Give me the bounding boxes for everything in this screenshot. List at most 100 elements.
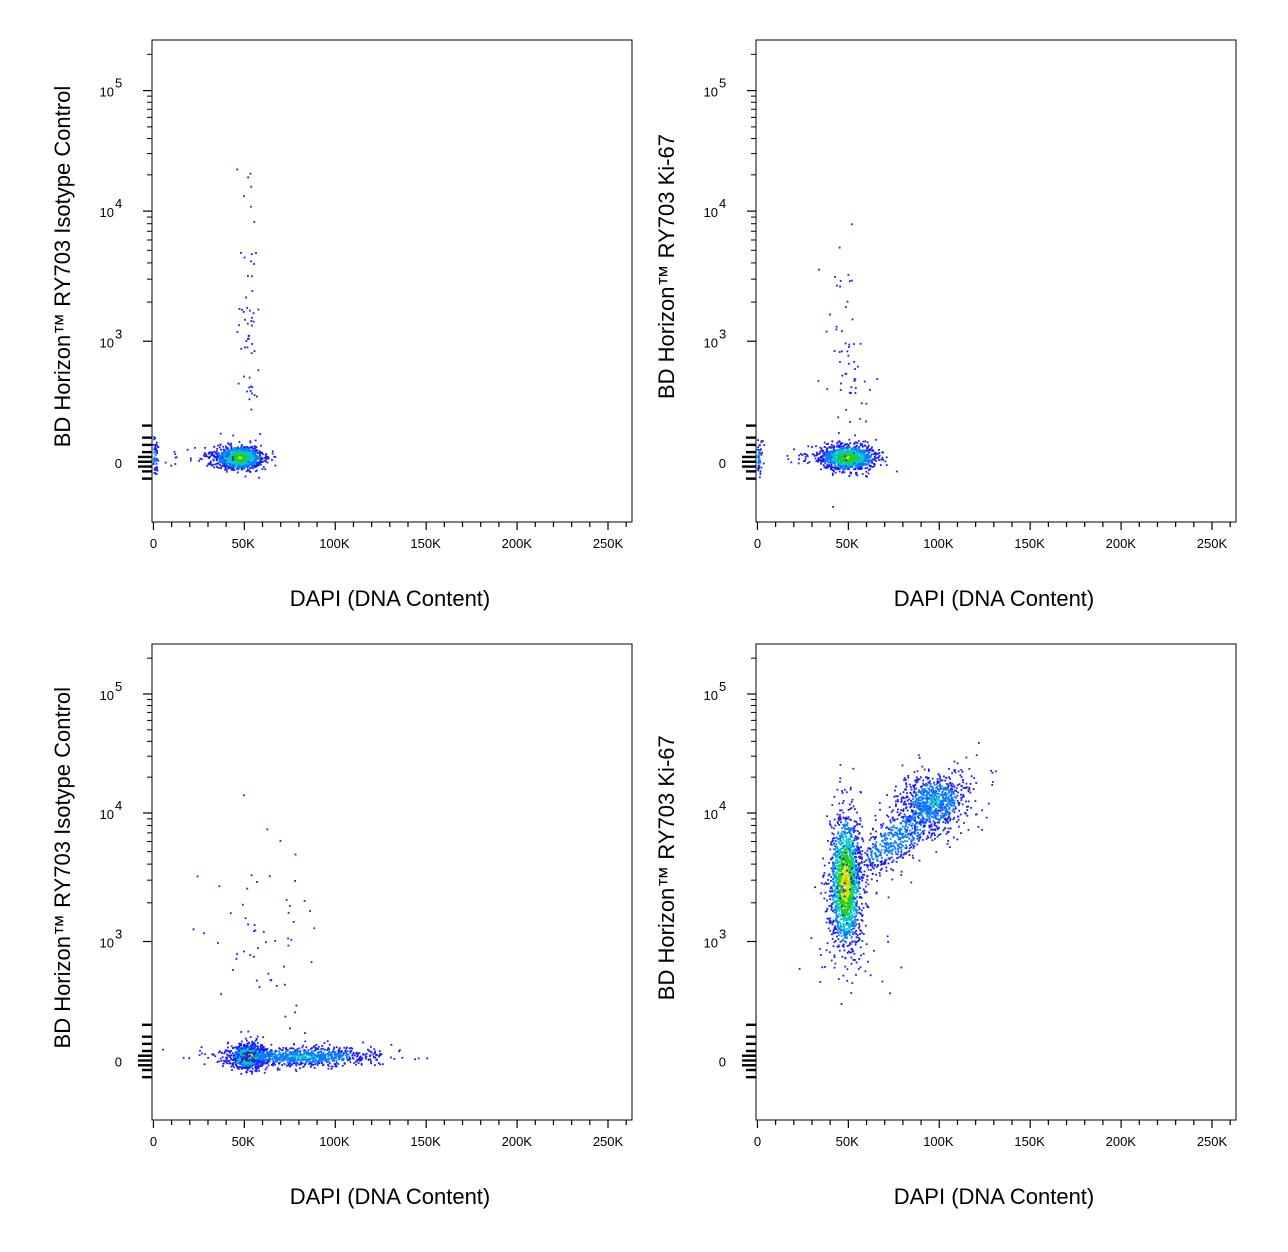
data-point — [254, 1039, 257, 1042]
data-point — [240, 1043, 242, 1045]
data-point — [250, 1054, 253, 1056]
data-point — [844, 452, 847, 455]
data-point — [240, 1044, 242, 1047]
data-point — [238, 324, 240, 327]
data-point — [256, 1063, 259, 1065]
data-point — [840, 461, 843, 464]
data-point — [847, 446, 850, 449]
data-point — [243, 448, 246, 450]
data-point — [237, 446, 239, 449]
data-point — [267, 972, 270, 975]
data-point — [283, 965, 285, 968]
data-point — [833, 350, 836, 352]
data-point — [867, 455, 870, 458]
data-point — [831, 454, 833, 456]
data-point — [868, 455, 871, 457]
data-point — [240, 1050, 242, 1052]
data-point — [327, 1061, 329, 1063]
data-point — [253, 263, 255, 265]
data-point — [243, 256, 246, 259]
data-point — [246, 346, 249, 349]
data-point — [248, 1059, 251, 1062]
data-point — [316, 1060, 318, 1063]
data-point — [241, 448, 243, 451]
data-point — [846, 350, 849, 353]
data-point — [856, 460, 858, 463]
data-point — [340, 1055, 343, 1058]
data-point — [757, 462, 760, 465]
data-point — [334, 1051, 337, 1053]
data-point — [759, 470, 762, 473]
data-point — [213, 450, 216, 453]
data-point — [358, 1058, 361, 1061]
data-point — [235, 958, 238, 960]
data-point — [261, 1053, 264, 1056]
data-point — [839, 447, 842, 450]
data-point — [860, 402, 863, 405]
data-point — [824, 458, 827, 461]
data-point — [358, 1059, 361, 1062]
data-point — [235, 1056, 237, 1058]
data-point — [866, 441, 869, 444]
data-point — [242, 794, 245, 797]
data-point — [258, 1051, 261, 1054]
y-axis-title: BD Horizon™ RY703 Ki-67 — [654, 134, 679, 399]
data-point — [853, 343, 855, 345]
data-point — [245, 1059, 247, 1062]
data-point — [263, 1049, 266, 1052]
data-point — [864, 455, 867, 458]
data-point — [350, 1050, 353, 1052]
data-point — [259, 1047, 262, 1050]
data-point — [852, 450, 854, 453]
data-point — [230, 466, 232, 468]
data-point — [866, 475, 868, 478]
data-point — [846, 457, 848, 460]
data-point — [249, 446, 252, 449]
data-point — [257, 947, 259, 950]
data-point — [867, 444, 870, 447]
data-point — [868, 464, 871, 467]
data-point — [343, 1046, 346, 1049]
data-point — [240, 445, 243, 448]
data-point — [246, 322, 249, 325]
data-point — [229, 912, 232, 915]
data-point — [272, 1053, 275, 1056]
data-point — [830, 456, 833, 459]
data-point — [156, 441, 158, 444]
data-point — [339, 1052, 342, 1055]
data-point — [255, 979, 258, 982]
data-point — [378, 1055, 380, 1058]
data-point — [278, 1068, 281, 1071]
data-point — [873, 453, 875, 456]
data-point — [299, 1063, 302, 1066]
data-point — [370, 1051, 373, 1054]
data-point — [245, 1054, 247, 1056]
data-point — [874, 455, 876, 458]
data-point — [843, 867, 846, 870]
data-point — [254, 466, 257, 468]
data-point — [834, 462, 837, 465]
data-point — [234, 1046, 236, 1049]
data-point — [841, 944, 844, 947]
data-point — [295, 1004, 298, 1007]
data-point — [267, 457, 270, 460]
data-point — [367, 1048, 369, 1051]
data-point — [858, 463, 861, 465]
data-point — [254, 1069, 256, 1072]
data-point — [811, 453, 814, 456]
data-point — [225, 455, 228, 458]
data-point — [246, 1069, 249, 1072]
data-point — [204, 1053, 206, 1056]
data-point — [307, 1051, 310, 1054]
data-point — [265, 455, 267, 458]
data-point — [224, 459, 227, 462]
data-point — [319, 1054, 322, 1056]
data-point — [827, 457, 830, 460]
data-point — [317, 1052, 320, 1054]
data-point — [793, 448, 795, 451]
data-point — [268, 1051, 271, 1053]
data-point — [851, 798, 854, 801]
data-point — [249, 954, 252, 956]
data-point — [291, 1057, 293, 1060]
data-point — [862, 876, 865, 879]
